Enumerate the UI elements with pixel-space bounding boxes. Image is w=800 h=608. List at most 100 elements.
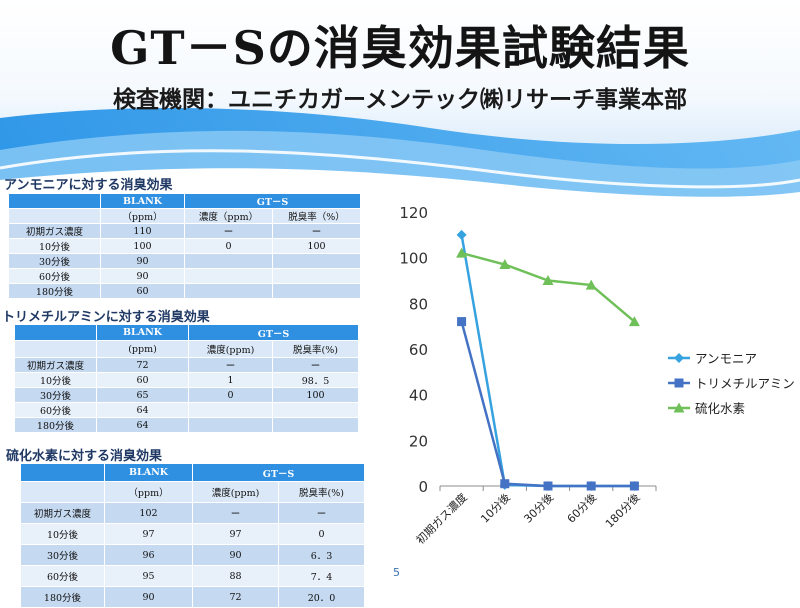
table-cell: 10分後 [20,523,105,545]
table-cell: 60分後 [8,268,101,284]
header-cell: （ppm） [100,208,185,224]
table-cell: ー [271,357,360,373]
table-cell [184,283,273,299]
header-cell: BLANK [104,463,193,482]
table-cell: 60分後 [20,565,105,587]
header-cell: (ppm) [96,340,189,358]
table-row: 180分後 64 [14,417,360,433]
legend-marker [674,378,684,388]
table-cell [271,283,362,299]
table-row: 60分後 95 88 7．4 [20,565,366,587]
legend-marker [674,353,684,363]
ammonia-table: BLANK GT－S （ppm） 濃度（ppm） 脱臭率（%） 初期ガス濃度 1… [8,193,362,299]
table-cell [184,253,273,269]
table-cell: 180分後 [20,586,105,608]
table-row: 30分後 96 90 6．3 [20,544,366,566]
table-cell: 90 [192,544,279,566]
table-cell: ー [271,223,362,239]
table-cell: 90 [100,268,185,284]
data-point [542,275,554,285]
table-cell: 180分後 [8,283,101,299]
header-cell [14,324,97,341]
data-point [629,481,639,491]
header-cell [20,481,105,503]
y-tick-label: 120 [399,204,428,222]
header-cell: BLANK [96,324,189,341]
table-cell: 30分後 [8,253,101,269]
table-row: 30分後 65 0 100 [14,387,360,403]
table-cell: 65 [96,387,189,403]
table-row: 初期ガス濃度 102 ー ー [20,502,366,524]
table-cell: 初期ガス濃度 [20,502,105,524]
legend-label: アンモニア [695,351,757,366]
series-line [460,321,635,488]
table-row: 30分後 90 [8,253,362,269]
table-cell: 72 [96,357,189,373]
page-subtitle: 検査機関：ユニチカガーメンテック㈱リサーチ事業本部 [112,86,688,113]
x-tick-label: 10分後 [478,490,513,525]
table-cell [271,402,360,418]
page-title: GT－Sの消臭効果試験結果 [110,21,690,75]
table-cell: 30分後 [20,544,105,566]
header-cell: GT－S [191,463,366,482]
data-point [628,316,640,327]
table-cell: 88 [192,565,279,587]
table-cell: 30分後 [14,387,97,403]
header-cell: 脱臭率(%) [277,481,366,503]
table-cell: ー [184,223,273,239]
table-cell: 102 [104,502,193,524]
table-cell: 60 [100,283,185,299]
series-line [461,251,636,323]
table-cell: 0 [184,238,273,254]
table-cell: 初期ガス濃度 [8,223,101,239]
trimethylamine-table-title: トリメチルアミンに対する消臭効果 [2,310,210,325]
x-tick-label: 30分後 [521,490,556,525]
deodorization-line-chart: 0 20 40 60 80 100 120 初期ガス濃度 10分後 30分後 60分後 180分後 アン… [399,204,795,547]
series-line [460,234,635,488]
data-point [586,481,596,491]
table-cell: 0 [188,387,273,403]
legend-label: トリメチルアミン [695,376,795,391]
table-row: 初期ガス濃度 72 ー ー [14,357,360,373]
x-tick-label: 60分後 [564,490,599,525]
table-cell: 初期ガス濃度 [14,357,97,373]
table-cell: 96 [104,544,193,566]
y-tick-label: 40 [409,387,428,405]
x-tick-label: 180分後 [602,490,642,530]
table-cell: 60 [96,372,189,388]
x-tick-label: 初期ガス濃度 [413,490,470,547]
page-number: 5 [393,566,400,579]
table-row: 60分後 90 [8,268,362,284]
table-cell: 6．3 [277,544,366,566]
table-cell: 20．0 [277,586,366,608]
table-cell: 10分後 [8,238,101,254]
header-cell [8,193,101,209]
table-cell: 97 [192,523,279,545]
hydrogen-sulfide-table-title: 硫化水素に対する消臭効果 [6,449,163,464]
table-cell: ー [188,357,273,373]
data-point [457,317,467,327]
table-row: 初期ガス濃度 110 ー ー [8,223,362,239]
table-header-row: BLANK GT－S [8,193,362,209]
table-header-row: BLANK GT－S [14,324,360,341]
table-cell [271,253,362,269]
table-row: 10分後 60 1 98．5 [14,372,360,388]
table-cell: 100 [100,238,185,254]
table-cell [188,417,273,433]
table-row: 10分後 97 97 0 [20,523,366,545]
ammonia-table-title: アンモニアに対する消臭効果 [4,178,173,193]
data-point [543,481,553,491]
header-cell: 濃度(ppm) [192,481,279,503]
table-cell: 72 [192,586,279,608]
table-cell: 0 [277,523,366,545]
header-cell: BLANK [100,193,185,209]
data-point [500,479,510,489]
table-subheader-row: （ppm） 濃度(ppm) 脱臭率(%) [20,481,366,503]
data-point [456,229,467,240]
header-cell [20,463,105,482]
header-cell [14,340,97,358]
table-cell: 90 [100,253,185,269]
header-cell: 脱臭率（%） [271,208,362,224]
table-cell: 180分後 [14,417,97,433]
data-point [499,259,511,270]
